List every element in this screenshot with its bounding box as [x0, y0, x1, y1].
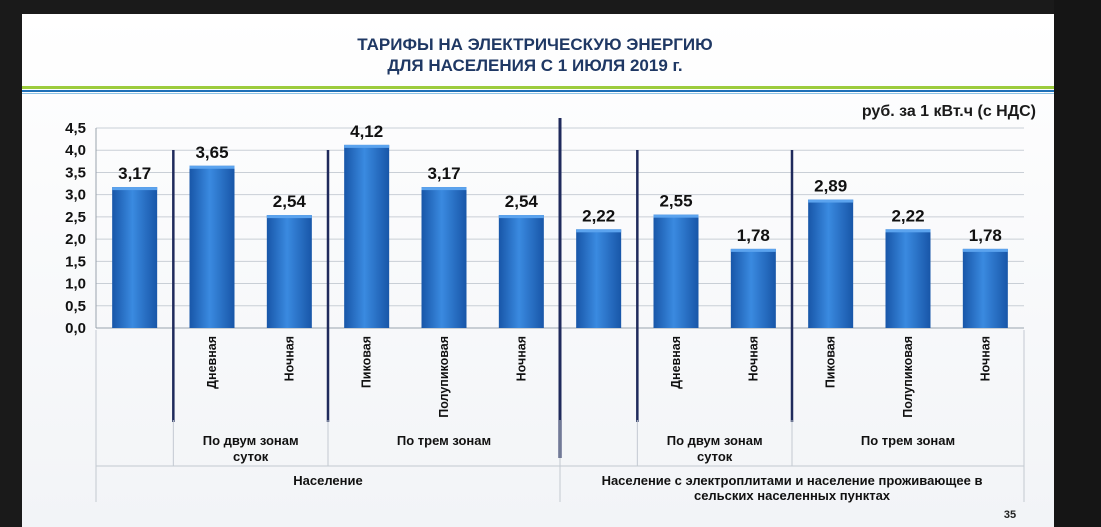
- bar-value-label: 2,55: [659, 192, 692, 211]
- bar-value-label: 2,89: [814, 177, 847, 196]
- y-tick-label: 1,0: [65, 276, 86, 293]
- accent-stripe-blue: [22, 90, 1054, 92]
- y-tick-label: 3,5: [65, 164, 86, 181]
- bar-value-label: 2,22: [582, 206, 615, 225]
- y-tick-label: 4,5: [65, 120, 86, 137]
- right-dark-margin: [1054, 0, 1101, 527]
- bars: [112, 144, 1008, 328]
- category-label: Полупиковая: [437, 336, 451, 418]
- bar: [730, 248, 776, 328]
- bar-value-label: 3,65: [195, 143, 228, 162]
- y-tick-label: 0,5: [65, 298, 86, 315]
- subgroup-label: По двум зонам: [203, 433, 299, 448]
- chart-title-line-1: ТАРИФЫ НА ЭЛЕКТРИЧЕСКУЮ ЭНЕРГИЮ: [357, 35, 712, 54]
- category-label: Пиковая: [824, 336, 838, 388]
- y-tick-label: 2,5: [65, 209, 86, 226]
- bar-value-label: 2,54: [273, 192, 307, 211]
- category-label: Дневная: [669, 336, 683, 389]
- group-label: Население с электроплитами и население п…: [602, 473, 983, 488]
- value-labels: 3,17 3,65 2,54 4,12 3,17 2,54 2,22 2,55 1,78 2,89…: [118, 122, 1002, 245]
- y-tick-label: 1,5: [65, 253, 86, 270]
- category-label: Пиковая: [360, 336, 374, 388]
- bar-top-highlight: [112, 187, 158, 191]
- y-tick-label: 4,0: [65, 142, 86, 159]
- subgroup-label: суток: [697, 449, 733, 464]
- subgroup-label: По трем зонам: [861, 433, 955, 448]
- bar-top-highlight: [189, 165, 235, 169]
- category-label: Полупиковая: [901, 336, 915, 418]
- bar-value-label: 2,54: [505, 192, 539, 211]
- accent-stripe-green: [22, 86, 1054, 89]
- y-axis: 0,0 0,5 1,0 1,5 2,0 2,5 3,0 3,5 4,0 4,5: [65, 120, 97, 337]
- bar-top-highlight: [653, 214, 699, 218]
- bar-top-highlight: [576, 229, 622, 233]
- bar-top-highlight: [266, 215, 312, 219]
- bar-value-label: 1,78: [969, 226, 1002, 245]
- accent-stripe-light: [22, 93, 1054, 94]
- bar: [498, 215, 544, 328]
- bar: [112, 187, 158, 328]
- category-label: Ночная: [514, 336, 528, 381]
- chart-title-line-2: ДЛЯ НАСЕЛЕНИЯ С 1 ИЮЛЯ 2019 г.: [387, 56, 682, 75]
- bar: [653, 214, 699, 328]
- y-tick-label: 0,0: [65, 320, 86, 337]
- subgroup-label: суток: [233, 449, 269, 464]
- subgroup-label: По трем зонам: [397, 433, 491, 448]
- bar: [962, 248, 1008, 328]
- unit-label: руб. за 1 кВт.ч (с НДС): [862, 103, 1036, 120]
- subgroup-label: По двум зонам: [667, 433, 763, 448]
- bar-value-label: 1,78: [737, 226, 770, 245]
- bar: [885, 229, 931, 328]
- bar-top-highlight: [808, 199, 854, 203]
- category-label: Ночная: [282, 336, 296, 381]
- bar: [421, 187, 467, 328]
- bar-value-label: 2,22: [891, 206, 924, 225]
- group-label: Население: [293, 473, 362, 488]
- page-number: 35: [1004, 509, 1016, 521]
- group-dividers: [95, 118, 1025, 502]
- group-label: сельских населенных пунктах: [694, 488, 891, 503]
- bar: [189, 165, 235, 328]
- bar: [266, 215, 312, 328]
- bar: [808, 199, 854, 328]
- bar-value-label: 4,12: [350, 122, 383, 141]
- bar-top-highlight: [730, 248, 776, 252]
- bar: [344, 144, 390, 328]
- bar-top-highlight: [498, 215, 544, 219]
- y-tick-label: 3,0: [65, 187, 86, 204]
- category-label: Ночная: [746, 336, 760, 381]
- bar-top-highlight: [962, 248, 1008, 252]
- bar-top-highlight: [885, 229, 931, 233]
- bar-value-label: 3,17: [427, 164, 460, 183]
- bar: [576, 229, 622, 328]
- y-tick-label: 2,0: [65, 231, 86, 248]
- category-label: Ночная: [978, 336, 992, 381]
- bar-value-label: 3,17: [118, 164, 151, 183]
- category-label: Дневная: [205, 336, 219, 389]
- category-labels: Дневная Ночная Пиковая Полупиковая Ночная Дне…: [205, 336, 992, 418]
- bar-top-highlight: [421, 187, 467, 191]
- bar-top-highlight: [344, 144, 390, 148]
